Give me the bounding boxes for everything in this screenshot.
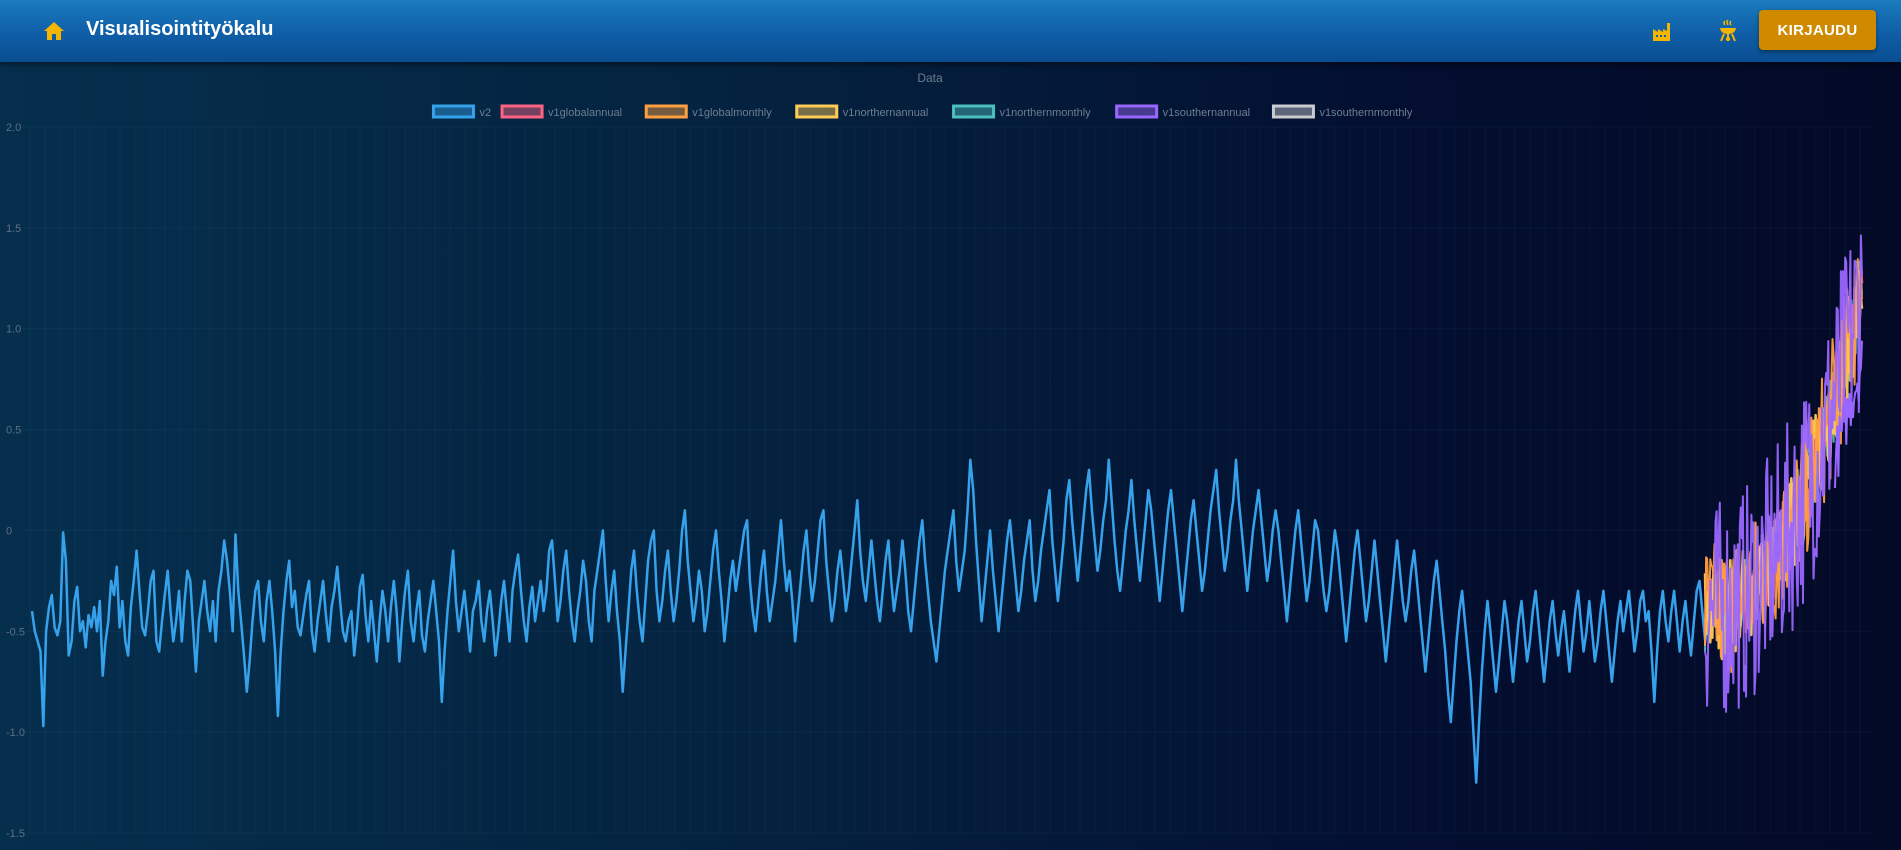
legend-label: v1globalannual xyxy=(548,107,622,119)
series-line-v1southernannual xyxy=(1834,340,1863,489)
app-title: Visualisointityökalu xyxy=(86,18,274,40)
legend-swatch xyxy=(644,104,688,119)
factory-icon xyxy=(1653,23,1670,41)
series-line-v1southernannual xyxy=(1704,234,1863,713)
legend-swatch xyxy=(952,104,996,119)
factory-button[interactable] xyxy=(1648,17,1676,45)
legend-label: v2 xyxy=(479,107,491,119)
y-tick-label: 1.0 xyxy=(6,324,21,336)
legend-swatch xyxy=(1115,104,1159,119)
home-button[interactable] xyxy=(38,15,70,47)
legend-label: v1southernannual xyxy=(1163,107,1250,119)
app-bar: Visualisointityökalu KIRJAUDU xyxy=(0,0,1901,62)
chart-area: 2.0 1.5 1.0 0.5 0 -0.5 -1.0 -1.5 Data v2 v1globala… xyxy=(0,62,1901,850)
y-tick-label: 0 xyxy=(6,525,12,537)
login-button[interactable]: KIRJAUDU xyxy=(1759,10,1876,50)
legend-label: v1northernmonthly xyxy=(1000,107,1092,119)
legend-swatch xyxy=(1271,104,1315,119)
legend-swatch xyxy=(431,104,475,119)
grill-icon xyxy=(1720,19,1736,42)
y-tick-label: -0.5 xyxy=(6,626,25,638)
legend-label: v1northernannual xyxy=(843,107,929,119)
legend-label: v1globalmonthly xyxy=(692,107,772,119)
y-tick-label: -1.5 xyxy=(6,828,25,840)
y-tick-label: 1.5 xyxy=(6,223,21,235)
grill-button[interactable] xyxy=(1714,17,1742,45)
legend-label: v1southernmonthly xyxy=(1319,107,1412,119)
home-icon xyxy=(44,22,64,40)
series-line-v2 xyxy=(30,458,1710,784)
legend-swatch xyxy=(795,104,839,119)
y-tick-label: 2.0 xyxy=(6,122,21,134)
legend-swatch xyxy=(500,104,544,119)
y-tick-label: 0.5 xyxy=(6,425,21,437)
line-chart: 2.0 1.5 1.0 0.5 0 -0.5 -1.0 -1.5 Data v2 v1globala… xyxy=(6,71,1870,840)
y-tick-label: -1.0 xyxy=(6,727,25,739)
chart-title: Data xyxy=(917,71,943,85)
